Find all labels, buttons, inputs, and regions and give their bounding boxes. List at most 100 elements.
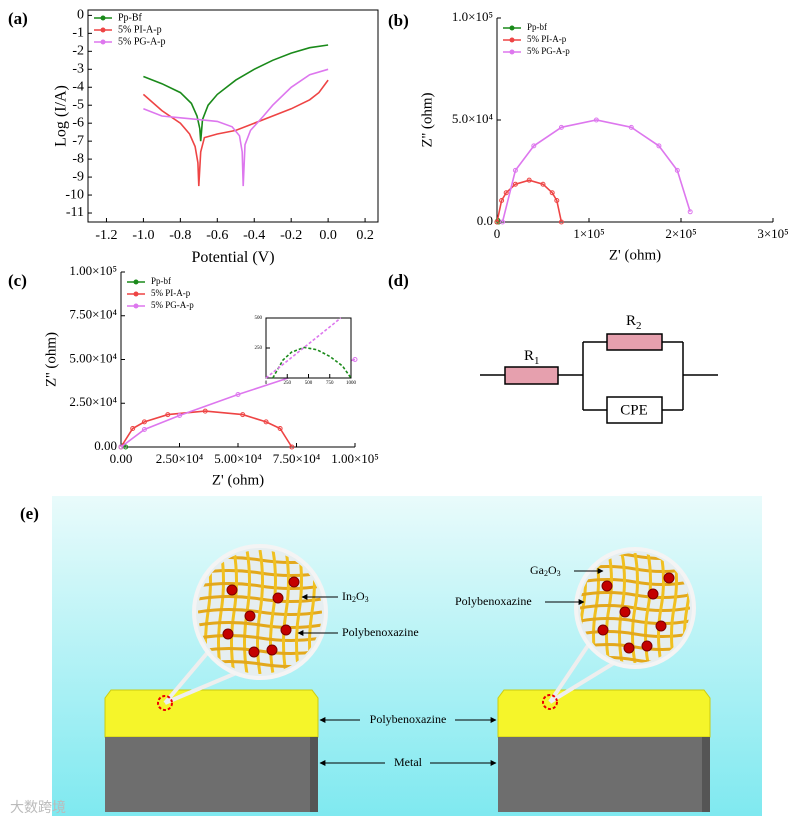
- y-tick-label: 5.0×10⁴: [452, 111, 494, 126]
- particle: [619, 606, 631, 618]
- zoom-line: [548, 639, 593, 704]
- marker: [628, 124, 634, 130]
- series-line: [272, 346, 352, 379]
- marker: [656, 143, 662, 149]
- zoom-spot: [542, 694, 558, 710]
- legend-label: 5% PI-A-p: [118, 24, 162, 35]
- y-tick-label: -11: [66, 205, 84, 220]
- oxide-label: Ga2O3: [530, 563, 561, 578]
- marker: [277, 426, 283, 432]
- y-tick-label: 1.0×10⁵: [452, 9, 493, 24]
- symbol: R: [626, 313, 636, 329]
- x-axis-title: Z' (ohm): [609, 247, 661, 263]
- x-tick-label: 2×10⁵: [665, 226, 696, 241]
- marker: [240, 412, 246, 418]
- matrix-label: Polybenoxazine: [342, 625, 419, 639]
- legend-marker: [100, 39, 106, 45]
- particle: [288, 576, 300, 588]
- legend-label: 5% PI-A-p: [151, 288, 191, 298]
- y-tick-label: -5: [72, 97, 84, 112]
- x-tick-label: -1.2: [95, 228, 117, 243]
- legend-marker: [100, 27, 106, 33]
- plot-frame: [87, 9, 379, 223]
- marker: [352, 357, 358, 362]
- formula-part: 3: [557, 569, 561, 578]
- y-tick-label: -6: [72, 115, 84, 130]
- panel-label: (b): [388, 11, 409, 30]
- legend-marker: [509, 25, 515, 31]
- y-tick-label: -2: [72, 44, 84, 59]
- x-tick-label: 1×10⁵: [573, 226, 604, 241]
- formula-part: In: [342, 589, 352, 603]
- oxide-label: In2O3: [342, 589, 369, 604]
- x-tick-label: 750: [326, 381, 334, 386]
- panel-label: (c): [8, 271, 27, 290]
- subscript: 1: [534, 355, 540, 367]
- y-tick-label: -8: [72, 151, 84, 166]
- zoom-spot: [157, 695, 173, 711]
- marker: [123, 444, 129, 450]
- x-tick-label: -1.0: [132, 228, 154, 243]
- coating-layer: [497, 689, 711, 738]
- wire: [480, 341, 718, 411]
- fiber: [230, 550, 238, 674]
- fiber: [198, 634, 322, 642]
- series-line: [265, 317, 342, 379]
- legend-marker: [133, 279, 139, 285]
- element-label: CPE: [620, 402, 648, 418]
- y-tick-label: -3: [72, 62, 84, 77]
- legend-label: 5% PI-A-p: [527, 34, 567, 44]
- marker: [289, 444, 295, 450]
- y-tick-label: 0: [77, 8, 84, 23]
- element-label: R2: [626, 313, 642, 331]
- fiber: [198, 582, 322, 590]
- marker: [593, 117, 599, 123]
- marker: [130, 426, 136, 432]
- metal-shade: [702, 737, 710, 812]
- x-tick-label: 250: [284, 381, 292, 386]
- x-tick-label: -0.4: [243, 228, 265, 243]
- coating-label: Polybenoxazine: [370, 712, 447, 726]
- panel-label: (a): [8, 9, 28, 28]
- x-tick-label: 1000: [346, 381, 357, 386]
- marker: [263, 419, 269, 425]
- marker: [558, 124, 564, 130]
- x-tick-label: 3×10⁵: [757, 226, 788, 241]
- fiber: [580, 591, 690, 599]
- y-tick-label: 250: [255, 346, 263, 351]
- y-tick-label: 7.50×10⁴: [69, 307, 117, 322]
- marker: [512, 181, 518, 187]
- x-tick-label: 0.0: [319, 228, 337, 243]
- series-line: [143, 68, 329, 187]
- particle: [663, 572, 675, 584]
- particle: [222, 628, 234, 640]
- legend-marker: [133, 303, 139, 309]
- particle: [280, 624, 292, 636]
- marker: [141, 427, 147, 432]
- marker: [558, 219, 564, 225]
- fiber: [295, 550, 303, 674]
- zoom-line: [164, 669, 243, 705]
- panel-label: (d): [388, 271, 409, 290]
- series-line: [501, 119, 691, 223]
- x-tick-label: 500: [305, 381, 313, 386]
- marker: [512, 167, 518, 173]
- subscript: 2: [636, 320, 642, 332]
- particle: [226, 584, 238, 596]
- series-line: [120, 410, 293, 448]
- legend-marker: [100, 15, 106, 21]
- x-axis-title: Z' (ohm): [212, 472, 264, 488]
- marker: [499, 197, 505, 203]
- marker: [202, 408, 208, 414]
- resistor: [504, 366, 559, 385]
- y-tick-label: 0.0: [477, 213, 493, 228]
- particle: [272, 592, 284, 604]
- element-label: R1: [524, 348, 540, 366]
- x-tick-label: 0.00: [110, 451, 133, 466]
- legend-label: Pp-bf: [151, 276, 171, 286]
- formula-part: 2: [352, 595, 356, 604]
- marker: [503, 190, 509, 196]
- marker: [165, 412, 171, 418]
- marker: [526, 177, 532, 183]
- y-tick-label: 500: [255, 316, 263, 321]
